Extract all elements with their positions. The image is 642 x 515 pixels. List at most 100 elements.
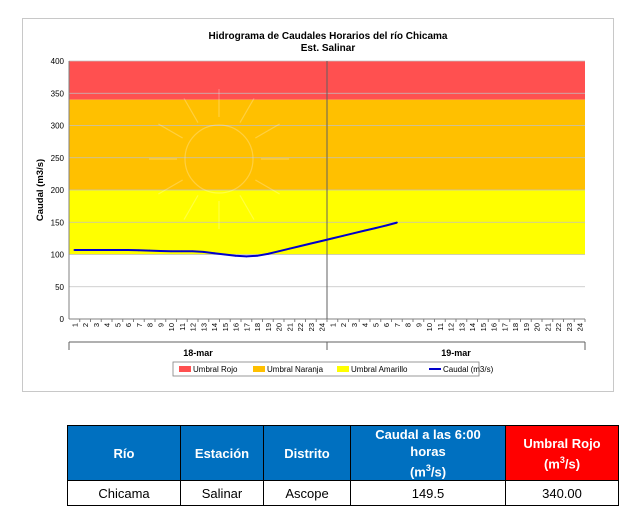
sun-ray: [183, 195, 199, 220]
data-point: [320, 240, 323, 242]
x-tick-label: 3: [92, 323, 101, 327]
legend-swatch: [253, 366, 265, 372]
header-umbral-rojo: Umbral Rojo (m3/s): [505, 424, 619, 482]
sun-ray: [183, 98, 199, 123]
x-tick-label: 20: [275, 323, 284, 331]
cell-umbral: 340.00: [505, 480, 619, 507]
y-axis-label: Caudal (m3/s): [35, 159, 46, 221]
data-point: [352, 232, 355, 235]
data-point: [256, 254, 259, 257]
legend-swatch: [179, 366, 191, 372]
x-tick-label: 20: [533, 323, 542, 331]
header-rio: Río: [67, 424, 181, 482]
header-caudal: Caudal a las 6:00 horas (m3/s): [350, 424, 506, 482]
data-point: [137, 249, 140, 252]
data-point: [213, 252, 216, 255]
x-tick-label: 24: [576, 323, 585, 331]
x-tick-label: 10: [167, 323, 176, 331]
x-tick-label: 14: [210, 323, 219, 331]
data-point: [116, 249, 119, 251]
data-point: [363, 229, 366, 232]
data-point: [299, 245, 302, 248]
x-tick-label: 1: [328, 323, 337, 327]
data-point: [191, 250, 194, 253]
data-point: [395, 221, 398, 224]
x-tick-label: 8: [404, 323, 413, 327]
x-tick-label: 11: [178, 323, 187, 331]
data-point: [245, 255, 248, 258]
x-tick-label: 5: [113, 323, 122, 327]
x-tick-label: 12: [447, 323, 456, 331]
data-point: [159, 250, 162, 252]
sun-watermark-icon: [149, 89, 289, 229]
x-tick-label: 21: [285, 323, 294, 331]
legend-label: Umbral Naranja: [267, 365, 324, 374]
data-point: [202, 251, 205, 253]
cell-rio: Chicama: [67, 480, 181, 507]
x-tick-label: 24: [318, 323, 327, 331]
x-tick-label: 2: [339, 323, 348, 327]
sun-ray: [239, 195, 255, 220]
header-caudal-label: Caudal a las 6:00 horas: [375, 427, 481, 459]
data-point: [84, 249, 87, 251]
x-tick-label: 21: [543, 323, 552, 331]
cell-estacion: Salinar: [180, 480, 264, 507]
sun-core: [184, 124, 254, 194]
x-tick-label: 10: [425, 323, 434, 331]
x-tick-label: 16: [232, 323, 241, 331]
header-estacion: Estación: [180, 424, 264, 482]
y-tick-label: 300: [51, 122, 65, 131]
y-tick-label: 250: [51, 154, 65, 163]
chart-subtitle: Est. Salinar: [301, 43, 356, 54]
x-tick-label: 1: [70, 323, 79, 327]
x-tick-label: 6: [382, 323, 391, 327]
x-tick-label: 14: [468, 323, 477, 331]
x-tick-label: 17: [500, 323, 509, 331]
x-tick-label: 13: [457, 323, 466, 331]
x-tick-label: 17: [242, 323, 251, 331]
data-point: [105, 249, 108, 251]
data-point: [234, 254, 237, 257]
x-tick-label: 18: [253, 323, 262, 331]
sun-ray: [158, 179, 183, 195]
x-tick-label: 13: [199, 323, 208, 331]
cell-caudal: 149.5: [350, 480, 506, 507]
legend-label: Caudal (m3/s): [443, 365, 494, 374]
x-tick-label: 16: [490, 323, 499, 331]
cell-distrito: Ascope: [263, 480, 351, 507]
x-tick-label: 8: [146, 323, 155, 327]
chart-legend: Umbral Rojo Umbral Naranja Umbral Amarillo…: [172, 361, 494, 377]
data-point: [170, 250, 173, 253]
x-tick-label: 5: [371, 323, 380, 327]
y-tick-label: 150: [51, 218, 65, 227]
header-distrito: Distrito: [263, 424, 351, 482]
data-point: [127, 249, 130, 251]
x-tick-label: 15: [221, 323, 230, 331]
y-tick-label: 400: [51, 57, 65, 66]
x-tick-label: 4: [103, 323, 112, 327]
data-point: [309, 242, 312, 245]
legend-label: Umbral Amarillo: [351, 365, 408, 374]
data-point: [148, 249, 151, 252]
y-tick-label: 0: [60, 315, 65, 324]
data-point: [331, 237, 334, 240]
legend-box: [172, 361, 480, 377]
x-tick-label: 23: [565, 323, 574, 331]
x-tick-label: 22: [554, 323, 563, 331]
sun-ray: [158, 123, 183, 139]
y-tick-label: 350: [51, 89, 65, 98]
x-tick-label: 18: [511, 323, 520, 331]
data-point: [266, 252, 269, 255]
x-tick-label: 4: [361, 323, 370, 327]
day-label: 18-mar: [183, 348, 213, 358]
x-tick-label: 6: [124, 323, 133, 327]
x-tick-label: 23: [307, 323, 316, 331]
chart-title: Hidrograma de Caudales Horarios del río …: [209, 31, 448, 42]
data-point: [73, 249, 76, 251]
x-tick-label: 3: [350, 323, 359, 327]
x-tick-label: 9: [414, 323, 423, 327]
x-tick-label: 19: [264, 323, 273, 331]
data-point: [288, 247, 291, 250]
data-point: [180, 250, 183, 253]
